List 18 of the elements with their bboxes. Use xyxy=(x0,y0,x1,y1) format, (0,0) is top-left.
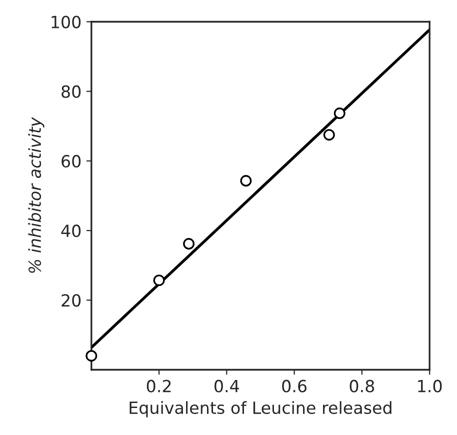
y-tick-label: 40 xyxy=(61,224,81,238)
x-tick-label: 0.2 xyxy=(146,380,171,392)
point xyxy=(183,238,195,250)
point xyxy=(323,129,335,141)
x-tick-label: 0.6 xyxy=(282,380,307,392)
point xyxy=(153,274,165,286)
point xyxy=(334,108,346,120)
x-axis-title: Equivalents of Leucine released xyxy=(130,401,392,418)
point xyxy=(240,175,252,187)
y-tick-label: 60 xyxy=(62,154,81,168)
x-tick-label: 1.0 xyxy=(418,380,442,392)
x-tick-label: 0.4 xyxy=(214,380,239,392)
point xyxy=(86,350,98,362)
y-tick-label: 80 xyxy=(62,85,81,98)
y-tick-label: 20 xyxy=(62,294,81,307)
x-tick-label: 0.8 xyxy=(350,380,374,392)
y-axis-title: % inhibitor activity xyxy=(28,117,44,273)
y-tick-label: 100 xyxy=(52,16,81,28)
